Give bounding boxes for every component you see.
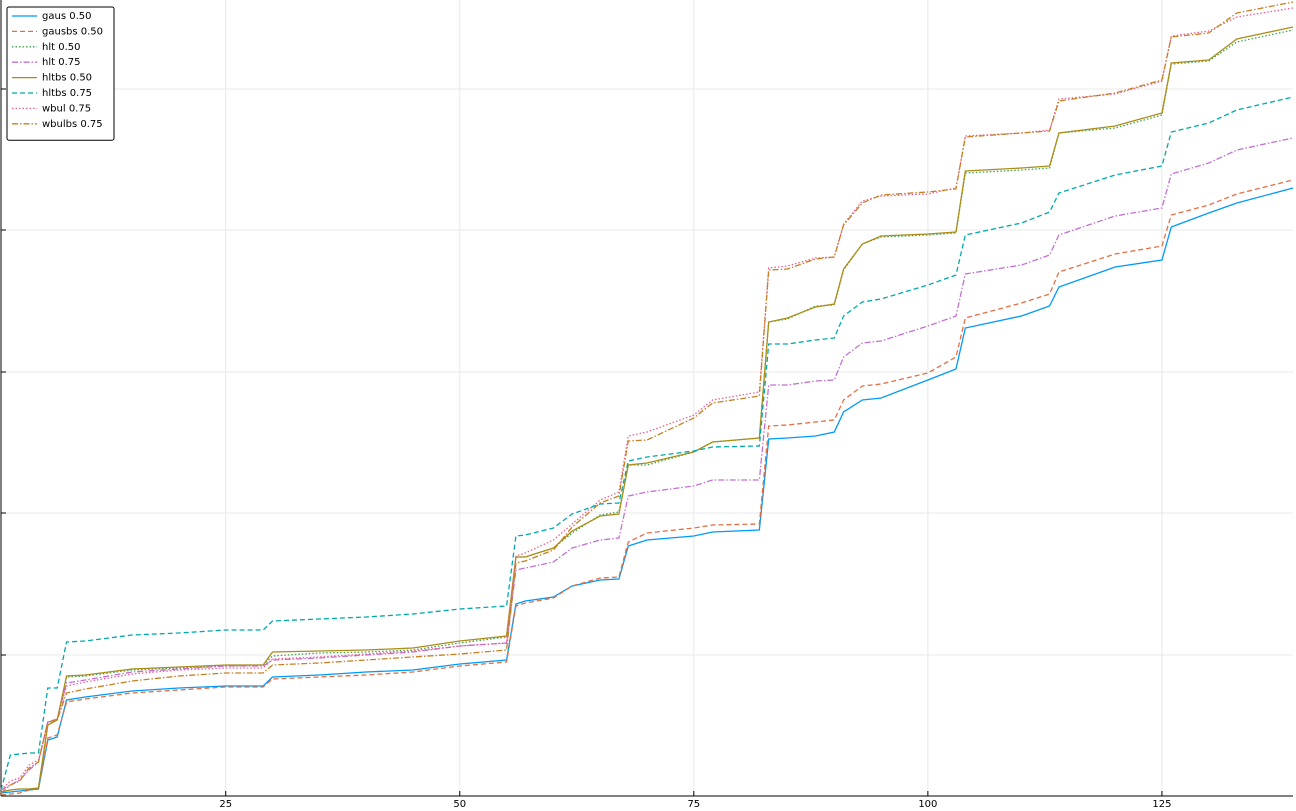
x-tick-label: 75 <box>687 799 700 810</box>
x-tick-label: 125 <box>1152 799 1171 810</box>
line-series <box>0 26 1294 793</box>
x-tick-label: 100 <box>918 799 937 810</box>
x-tick-label: 25 <box>219 799 232 810</box>
line-series <box>0 29 1294 793</box>
legend-label: hltbs 0.75 <box>42 88 92 99</box>
legend-label: wbulbs 0.75 <box>42 119 103 130</box>
line-series <box>0 1 1294 794</box>
line-series <box>0 179 1294 796</box>
legend-label: hlt 0.75 <box>42 57 80 68</box>
line-series <box>0 187 1294 794</box>
legend: gaus 0.50 gausbs 0.50 hlt 0.50 hlt 0.75 hltb… <box>6 6 115 141</box>
legend-label: gausbs 0.50 <box>42 26 103 37</box>
line-series <box>0 96 1294 791</box>
legend-label: gaus 0.50 <box>42 11 91 22</box>
legend-label: wbul 0.75 <box>42 103 91 114</box>
legend-box <box>6 6 115 141</box>
legend-label: hlt 0.50 <box>42 42 80 53</box>
legend-label: hltbs 0.50 <box>42 73 92 84</box>
line-series <box>0 137 1294 791</box>
line-series <box>0 7 1294 791</box>
x-tick-label: 50 <box>453 799 466 810</box>
